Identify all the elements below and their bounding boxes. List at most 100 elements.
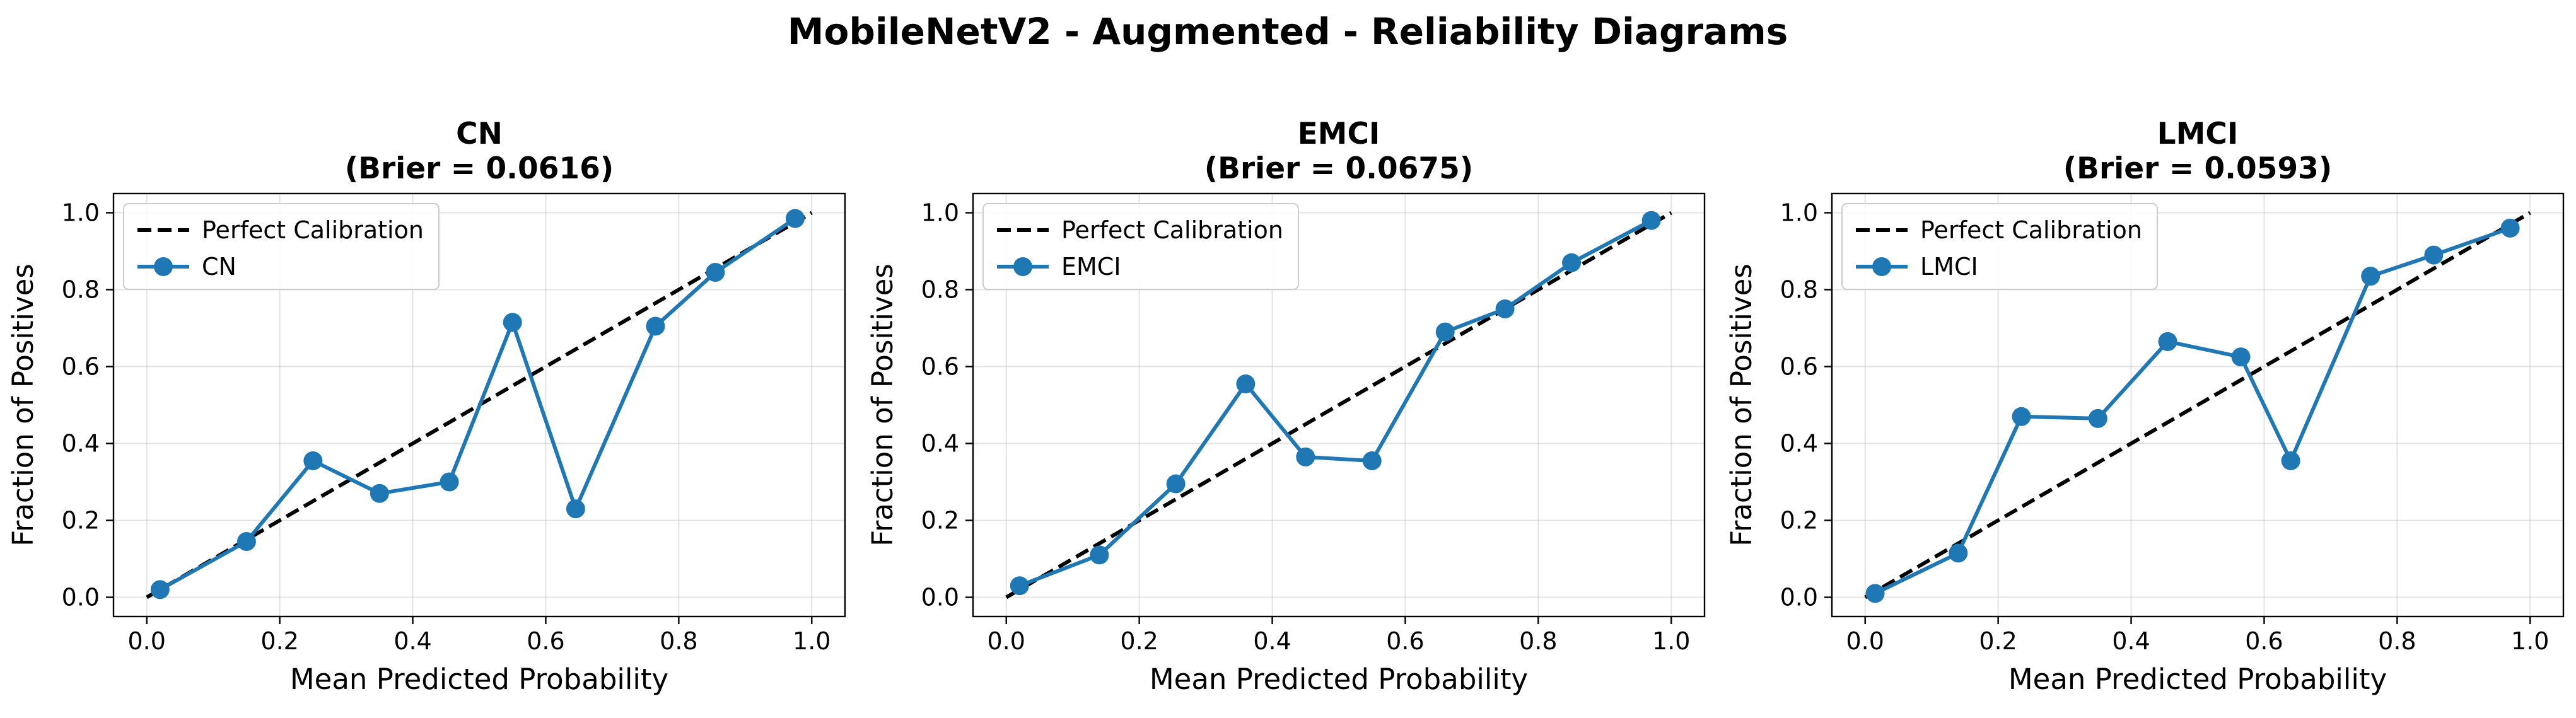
legend-frame xyxy=(982,203,1299,290)
legend-perfect-label: Perfect Calibration xyxy=(1061,216,1283,244)
y-tick-label: 0.8 xyxy=(921,276,959,304)
data-point xyxy=(1495,299,1515,318)
x-tick-label: 0.6 xyxy=(1386,627,1424,655)
legend-perfect-label: Perfect Calibration xyxy=(1920,216,2142,244)
legend-series-marker xyxy=(154,257,173,276)
axes-frame xyxy=(972,192,1706,618)
panel-emci: EMCI(Brier = 0.0675)0.0 0.2 0.4 0.6 0.8 1.00.… xyxy=(866,117,1706,696)
x-tick-label: 0.0 xyxy=(1846,627,1884,655)
x-axis-label: Mean Predicted Probability xyxy=(2008,663,2387,696)
data-point xyxy=(2500,218,2520,238)
y-tick-label: 1.0 xyxy=(921,199,959,227)
x-tick-label: 0.4 xyxy=(1253,627,1291,655)
grid xyxy=(973,194,1705,617)
y-tick-label: 1.0 xyxy=(62,199,100,227)
y-tick-label: 0.2 xyxy=(62,507,100,535)
data-point xyxy=(2088,408,2107,428)
data-point xyxy=(503,313,522,332)
data-point xyxy=(2424,245,2444,265)
perfect-calibration-line xyxy=(1864,211,2531,599)
panel-cn: CN(Brier = 0.0616)0.0 0.2 0.4 0.6 0.8 1.00.00… xyxy=(6,117,846,696)
data-point xyxy=(646,316,665,336)
axes-frame xyxy=(1831,192,2565,618)
data-point xyxy=(785,209,805,228)
x-tick-label: 1.0 xyxy=(2511,627,2549,655)
legend-perfect-label: Perfect Calibration xyxy=(202,216,424,244)
data-point xyxy=(2281,451,2300,470)
data-point xyxy=(706,263,725,282)
data-point xyxy=(236,532,256,552)
data-point xyxy=(1865,584,1885,603)
data-point xyxy=(1435,322,1455,342)
x-tick-label: 0.4 xyxy=(2112,627,2150,655)
panel-title: CN xyxy=(456,117,503,151)
y-tick-label: 0.4 xyxy=(1780,430,1818,458)
x-tick-label: 0.6 xyxy=(2245,627,2283,655)
legend-frame xyxy=(1841,203,2158,290)
y-tick-label: 0.4 xyxy=(62,430,100,458)
y-axis-label: Fraction of Positives xyxy=(1725,263,1758,547)
y-axis-label: Fraction of Positives xyxy=(6,263,40,547)
data-point xyxy=(2012,407,2031,426)
data-point xyxy=(1641,211,1661,230)
panel-brier-score: (Brier = 0.0675) xyxy=(1204,151,1474,186)
y-tick-label: 0.2 xyxy=(921,507,959,535)
x-tick-label: 0.8 xyxy=(2378,627,2416,655)
panel-lmci: LMCI(Brier = 0.0593)0.0 0.2 0.4 0.6 0.8 1.00.… xyxy=(1725,117,2565,696)
data-point xyxy=(303,451,323,470)
data-point xyxy=(1296,447,1315,466)
x-tick-label: 0.6 xyxy=(527,627,564,655)
data-point xyxy=(1236,374,1256,393)
y-tick-label: 0.2 xyxy=(1780,507,1818,535)
legend-frame xyxy=(123,203,440,290)
data-point xyxy=(1010,576,1029,596)
y-tick-label: 0.8 xyxy=(1780,276,1818,304)
legend: Perfect Calibration EMCI xyxy=(982,203,1299,290)
legend-series-label: CN xyxy=(202,253,236,281)
y-tick-label: 0.4 xyxy=(921,430,959,458)
y-axis-label: Fraction of Positives xyxy=(866,263,899,547)
perfect-calibration-line xyxy=(1005,211,1672,599)
series-line-emci xyxy=(1018,219,1653,588)
panel-brier-score: (Brier = 0.0616) xyxy=(345,151,614,186)
data-point xyxy=(1362,451,1382,470)
x-tick-label: 0.2 xyxy=(1979,627,2017,655)
data-point xyxy=(370,483,389,503)
y-tick-label: 0.6 xyxy=(921,353,959,381)
legend: Perfect Calibration LMCI xyxy=(1841,203,2158,290)
legend-series-label: LMCI xyxy=(1920,253,1978,281)
data-point xyxy=(2361,267,2381,286)
panel-title: LMCI xyxy=(2157,117,2239,151)
x-tick-label: 0.0 xyxy=(128,627,166,655)
data-point xyxy=(1090,545,1109,565)
y-tick-label: 0.0 xyxy=(1780,584,1818,611)
panel-brier-score: (Brier = 0.0593) xyxy=(2063,151,2333,186)
y-tick-label: 0.6 xyxy=(1780,353,1818,381)
data-point xyxy=(566,499,585,519)
data-point xyxy=(2231,347,2251,367)
series-line-lmci xyxy=(1874,226,2511,596)
y-tick-label: 0.8 xyxy=(62,276,100,304)
panel-title: EMCI xyxy=(1298,117,1380,151)
legend-series-label: EMCI xyxy=(1061,253,1121,281)
data-point xyxy=(2158,332,2177,351)
y-tick-label: 0.0 xyxy=(921,584,959,611)
figure-title: MobileNetV2 - Augmented - Reliability Di… xyxy=(788,10,1788,53)
y-tick-label: 0.0 xyxy=(62,584,100,611)
data-point xyxy=(1562,253,1582,272)
x-tick-label: 0.8 xyxy=(1519,627,1557,655)
x-tick-label: 0.2 xyxy=(260,627,298,655)
series-line-cn xyxy=(159,217,796,591)
data-point xyxy=(150,580,170,599)
data-point xyxy=(440,472,459,492)
x-tick-label: 1.0 xyxy=(1652,627,1690,655)
data-point xyxy=(1949,543,1968,563)
x-tick-label: 0.2 xyxy=(1120,627,1158,655)
y-tick-label: 1.0 xyxy=(1780,199,1818,227)
x-tick-label: 1.0 xyxy=(793,627,830,655)
x-axis-label: Mean Predicted Probability xyxy=(1150,663,1528,696)
legend-series-marker xyxy=(1872,257,1891,276)
x-tick-label: 0.4 xyxy=(393,627,431,655)
data-point xyxy=(1166,474,1186,494)
